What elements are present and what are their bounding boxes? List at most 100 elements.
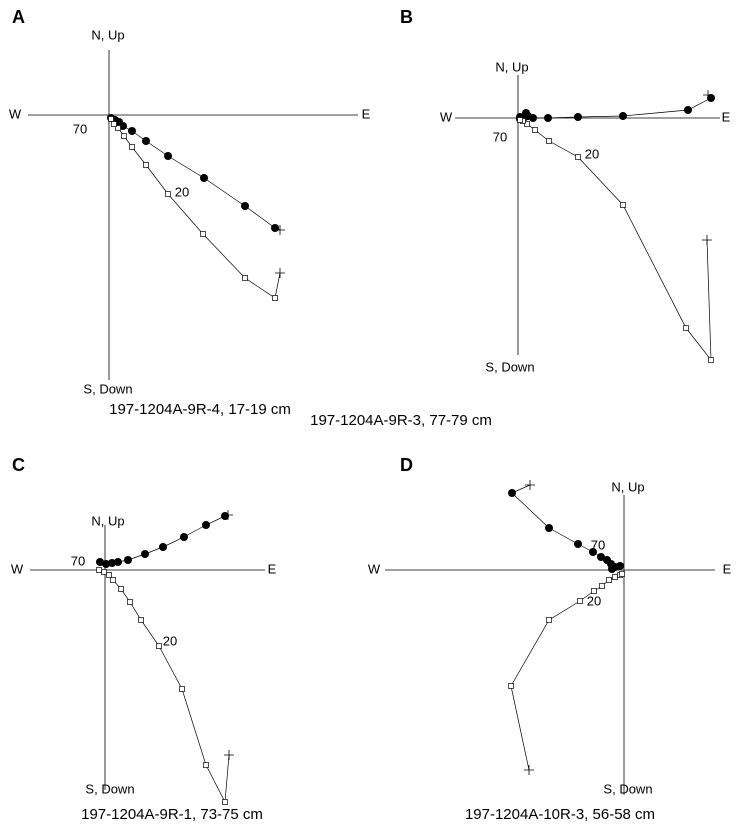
- vertical-point: [546, 138, 552, 144]
- path-line: [510, 573, 623, 771]
- axis-label-n: N, Up: [91, 27, 124, 42]
- vertical-point: [138, 617, 144, 623]
- horizontal-point: [200, 174, 208, 182]
- annotation: 20: [175, 184, 189, 199]
- vertical-point: [546, 617, 552, 623]
- axis-label-s: S, Down: [83, 381, 132, 396]
- caption: 197-1204A-10R-3, 56-58 cm: [465, 806, 655, 823]
- horizontal-point: [180, 533, 188, 541]
- vertical-point: [156, 643, 162, 649]
- path-line: [110, 118, 281, 299]
- panel-letter: C: [12, 455, 25, 475]
- path-line: [519, 119, 712, 362]
- horizontal-point: [124, 556, 132, 564]
- horizontal-point: [128, 127, 136, 135]
- panel: D 197-1204A-10R-3, 56-58 cm W E N, Up S, Down…: [368, 455, 732, 823]
- vertical-point: [179, 686, 185, 692]
- horizontal-point: [608, 565, 616, 573]
- vertical-point: [106, 572, 112, 578]
- panel: C 197-1204A-9R-1, 73-75 cm W E N, Up S, Down 7…: [11, 455, 277, 823]
- vertical-point: [708, 357, 714, 363]
- vertical-point: [612, 574, 618, 580]
- horizontal-point: [271, 224, 279, 232]
- start-marker: [525, 480, 535, 490]
- vertical-point: [575, 154, 581, 160]
- vertical-point: [115, 125, 121, 131]
- start-marker: [275, 268, 285, 278]
- vertical-point: [200, 231, 206, 237]
- path-line: [98, 569, 230, 804]
- horizontal-point: [544, 114, 552, 122]
- vertical-point: [143, 162, 149, 168]
- vertical-point: [517, 117, 523, 123]
- axis-label-e: E: [362, 106, 371, 121]
- vertical-point: [203, 762, 209, 768]
- vertical-point: [532, 127, 538, 133]
- panel-letter: A: [12, 7, 25, 27]
- caption: 197-1204A-9R-3, 77-79 cm: [310, 412, 492, 429]
- vertical-point: [508, 683, 514, 689]
- axis-label-n: N, Up: [611, 479, 644, 494]
- path-line: [110, 117, 281, 231]
- vertical-point: [222, 799, 228, 805]
- start-marker: [524, 765, 534, 775]
- annotation: 70: [73, 121, 87, 136]
- horizontal-point: [589, 548, 597, 556]
- vertical-point: [108, 116, 114, 122]
- horizontal-point: [574, 540, 582, 548]
- horizontal-point: [597, 553, 605, 561]
- vertical-point: [606, 577, 612, 583]
- vertical-point: [110, 577, 116, 583]
- vertical-point: [524, 121, 530, 127]
- horizontal-point: [522, 109, 530, 117]
- axis-label-s: S, Down: [603, 781, 652, 796]
- vertical-point: [620, 202, 626, 208]
- horizontal-point: [159, 543, 167, 551]
- vertical-point: [121, 133, 127, 139]
- panel-letter: D: [400, 455, 413, 475]
- caption: 197-1204A-9R-1, 73-75 cm: [81, 806, 263, 823]
- annotation: 20: [587, 593, 601, 608]
- vertical-point: [127, 599, 133, 605]
- vertical-point: [599, 583, 605, 589]
- vertical-point: [118, 586, 124, 592]
- vertical-point: [683, 325, 689, 331]
- axis-label-n: N, Up: [495, 59, 528, 74]
- horizontal-point: [616, 562, 624, 570]
- horizontal-point: [96, 558, 104, 566]
- horizontal-point: [684, 106, 692, 114]
- panel-letter: B: [400, 7, 413, 27]
- annotation: 70: [71, 553, 85, 568]
- annotation: 20: [585, 146, 599, 161]
- axis-label-s: S, Down: [85, 781, 134, 796]
- horizontal-point: [574, 113, 582, 121]
- horizontal-point: [142, 137, 150, 145]
- vertical-point: [242, 275, 248, 281]
- horizontal-point: [108, 559, 116, 567]
- horizontal-point: [508, 489, 516, 497]
- caption: 197-1204A-9R-4, 17-19 cm: [109, 401, 291, 418]
- vertical-point: [129, 144, 135, 150]
- annotation: 70: [493, 129, 507, 144]
- vertical-point: [165, 191, 171, 197]
- axis-label-e: E: [723, 561, 732, 576]
- horizontal-point: [241, 202, 249, 210]
- vertical-point: [577, 598, 583, 604]
- start-marker: [224, 750, 234, 760]
- vertical-point: [272, 295, 278, 301]
- panel: A 197-1204A-9R-4, 17-19 cm W E N, Up S, Down 7…: [9, 7, 371, 418]
- annotation: 20: [163, 633, 177, 648]
- axis-label-w: W: [440, 109, 453, 124]
- vertical-point: [96, 567, 102, 573]
- vertical-point: [111, 121, 117, 127]
- axis-label-n: N, Up: [91, 513, 124, 528]
- axis-label-w: W: [11, 561, 24, 576]
- panel: B 197-1204A-9R-3, 77-79 cm W E N, Up S, Down 7…: [310, 7, 731, 429]
- horizontal-point: [141, 550, 149, 558]
- horizontal-point: [164, 152, 172, 160]
- start-marker: [702, 235, 712, 245]
- horizontal-point: [707, 94, 715, 102]
- horizontal-point: [545, 524, 553, 532]
- axis-label-e: E: [268, 561, 277, 576]
- axis-label-w: W: [9, 106, 22, 121]
